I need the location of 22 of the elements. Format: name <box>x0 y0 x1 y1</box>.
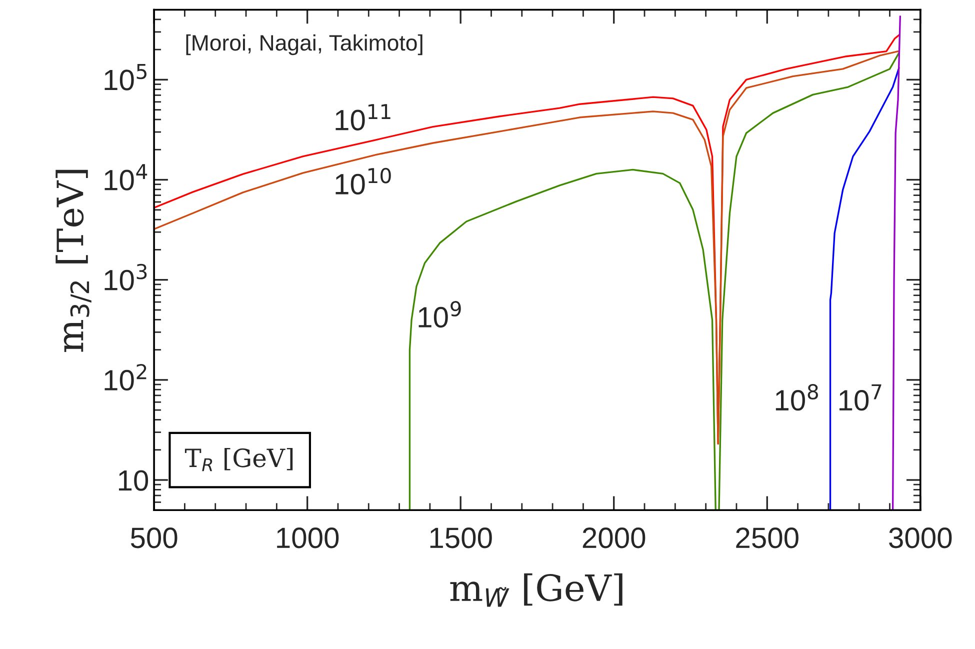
x-tick-label: 3000 <box>889 528 952 548</box>
x-tick-label: 1500 <box>430 528 492 548</box>
x-tick-label: 2500 <box>736 528 798 548</box>
legend-title: T$_{R}$ [GeV] <box>184 448 293 472</box>
series-label: 10$^{9}$ <box>418 300 461 328</box>
x-tick-label: 500 <box>130 528 178 548</box>
line-series <box>892 15 902 510</box>
x-tick-label: 2000 <box>582 528 646 548</box>
series-label: 10$^{11}$ <box>336 104 390 130</box>
series-label: 10$^{10}$ <box>336 168 391 194</box>
y-tick-label: 10 <box>118 470 148 491</box>
y-tick-label: 10$^{3}$ <box>104 264 147 290</box>
series-label: 10$^{7}$ <box>840 384 882 411</box>
annotation: [Moroi, Nagai, Takimoto] <box>186 34 422 56</box>
x-axis-title: m$_{W̃}$ [GeV] <box>450 573 622 607</box>
y-tick-label: 10$^{5}$ <box>104 64 146 90</box>
series-label: 10$^{8}$ <box>776 384 818 411</box>
y-axis-title: m$_{3/2}$ [TeV] <box>56 170 92 352</box>
line-series <box>829 67 900 510</box>
y-tick-label: 10$^{4}$ <box>104 164 148 190</box>
x-tick-label: 1000 <box>277 528 339 548</box>
y-tick-label: 10$^{2}$ <box>104 364 146 391</box>
